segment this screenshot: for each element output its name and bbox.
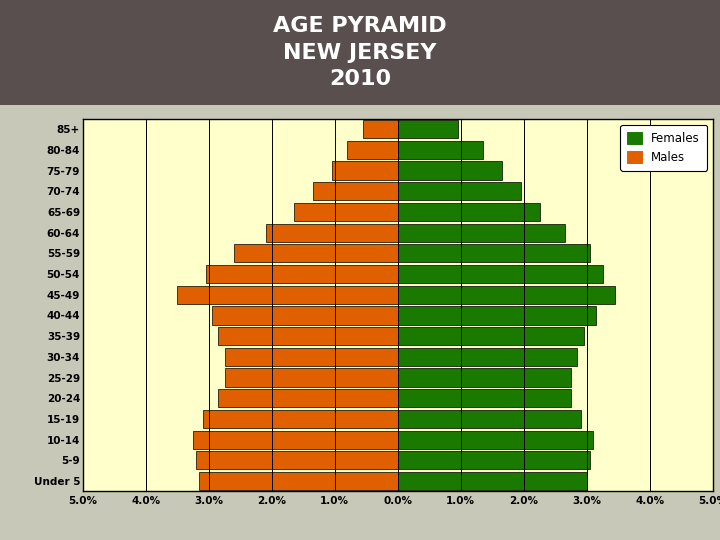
Bar — [397, 161, 502, 180]
Bar — [312, 182, 397, 200]
Bar — [397, 120, 458, 138]
Bar — [397, 430, 593, 449]
Bar — [196, 451, 397, 469]
Bar — [347, 141, 397, 159]
Bar — [202, 410, 397, 428]
Bar — [234, 244, 397, 262]
Bar — [397, 327, 584, 345]
Bar — [266, 224, 397, 242]
Bar — [193, 430, 397, 449]
Text: AGE PYRAMID
NEW JERSEY
2010: AGE PYRAMID NEW JERSEY 2010 — [273, 16, 447, 89]
Bar — [397, 244, 590, 262]
Bar — [397, 451, 590, 469]
Bar — [177, 286, 397, 304]
Bar — [225, 348, 397, 366]
Bar — [218, 389, 397, 407]
Bar — [397, 368, 571, 387]
Bar — [397, 389, 571, 407]
Bar — [363, 120, 397, 138]
Bar — [397, 224, 564, 242]
Bar — [294, 203, 397, 221]
Bar — [212, 306, 397, 325]
Bar — [332, 161, 397, 180]
Bar — [397, 410, 580, 428]
Bar — [225, 368, 397, 387]
Bar — [397, 286, 615, 304]
Bar — [397, 182, 521, 200]
Bar — [397, 141, 483, 159]
Bar — [397, 348, 577, 366]
Legend: Females, Males: Females, Males — [621, 125, 707, 171]
Bar — [218, 327, 397, 345]
Bar — [199, 472, 397, 490]
Bar — [397, 265, 603, 283]
Bar — [206, 265, 397, 283]
Bar — [397, 203, 539, 221]
Bar — [397, 306, 596, 325]
Bar — [397, 472, 587, 490]
